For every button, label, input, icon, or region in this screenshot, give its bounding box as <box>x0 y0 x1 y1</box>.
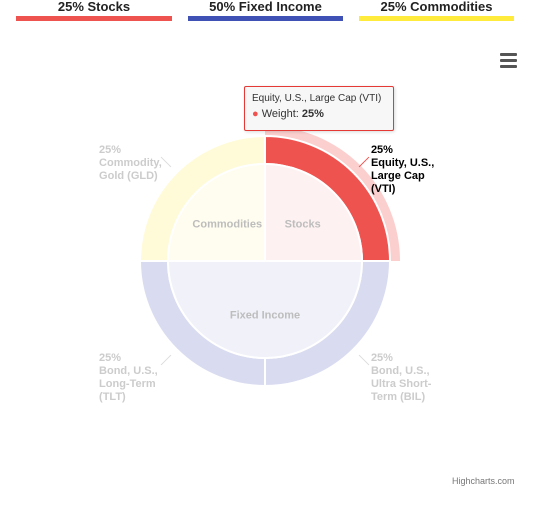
tooltip-series-label: Weight: <box>261 108 299 120</box>
credits-link[interactable]: Highcharts.com <box>452 476 515 486</box>
menu-line <box>500 53 517 56</box>
outer-slice-label: Equity, U.S., <box>371 157 434 169</box>
legend-stocks-bar <box>16 16 172 21</box>
outer-slice-label: Commodity, <box>99 157 162 169</box>
tooltip-row: ● Weight: 25% <box>252 108 386 120</box>
menu-line <box>500 65 517 68</box>
inner-slice[interactable] <box>264 162 364 262</box>
inner-slice-label: Fixed Income <box>230 309 300 321</box>
outer-slice-label: Large Cap <box>371 170 425 182</box>
legend-fixed-income[interactable]: 50% Fixed Income <box>188 0 343 22</box>
legend-stocks-label: 25% Stocks <box>57 0 131 14</box>
tooltip-value: 25% <box>301 108 324 120</box>
tooltip-dot-icon: ● <box>252 108 259 120</box>
label-connector <box>160 156 172 168</box>
legend-commodities[interactable]: 25% Commodities <box>359 0 514 22</box>
outer-slice-label: (TLT) <box>99 391 126 403</box>
legend-stocks[interactable]: 25% Stocks <box>16 0 172 22</box>
outer-slice-halo <box>265 126 400 261</box>
inner-slice-label: Commodities <box>192 218 262 230</box>
legend-commodities-bar <box>359 16 514 21</box>
outer-slice-label: Term (BIL) <box>371 391 426 403</box>
legend-fixed-income-label: 50% Fixed Income <box>209 0 322 14</box>
legend-commodities-label: 25% Commodities <box>380 0 493 14</box>
inner-slice[interactable] <box>166 260 364 359</box>
legend-fixed-income-bar <box>188 16 343 21</box>
label-connector <box>358 156 370 168</box>
label-connector <box>160 354 172 366</box>
outer-slice-label: 25% <box>371 352 393 364</box>
outer-slice-label: Bond, U.S., <box>371 365 430 377</box>
outer-slice-label: 25% <box>99 144 121 156</box>
menu-line <box>500 59 517 62</box>
inner-slice[interactable] <box>166 162 266 262</box>
inner-slice-label: Stocks <box>285 218 321 230</box>
tooltip-title: Equity, U.S., Large Cap (VTI) <box>252 93 382 104</box>
outer-slice-label: Long-Term <box>99 378 156 390</box>
hamburger-menu-icon[interactable] <box>500 53 517 68</box>
outer-slice-label: (VTI) <box>371 183 396 195</box>
outer-slice-label: 25% <box>99 352 121 364</box>
outer-slice-label: Gold (GLD) <box>99 170 158 182</box>
outer-slice-label: 25% <box>371 144 393 156</box>
label-connector <box>358 354 370 366</box>
outer-slice-label: Bond, U.S., <box>99 365 158 377</box>
outer-slice-label: Ultra Short- <box>371 378 432 390</box>
tooltip: Equity, U.S., Large Cap (VTI) ● Weight: … <box>244 86 394 131</box>
